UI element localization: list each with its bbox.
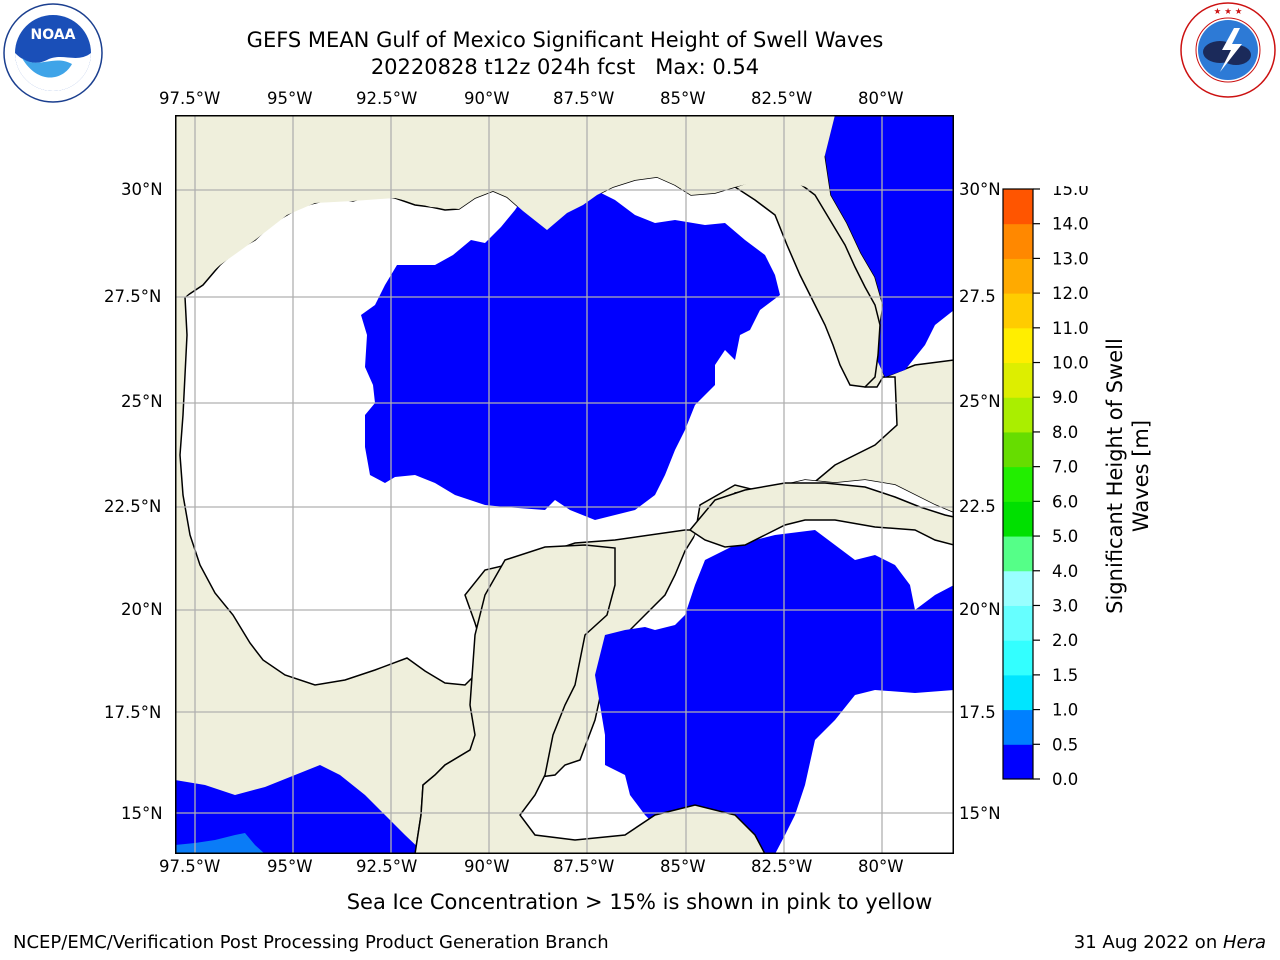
colorbar-tick-label: 8.0 bbox=[1052, 423, 1078, 442]
colorbar-swatch bbox=[1003, 605, 1033, 641]
lon-label: 95°W bbox=[267, 857, 313, 876]
colorbar-tick-label: 15.0 bbox=[1052, 186, 1089, 199]
lon-label: 92.5°W bbox=[356, 857, 418, 876]
noaa-logo-text: NOAA bbox=[31, 27, 76, 43]
lat-label: 15°N bbox=[959, 804, 1001, 823]
lat-label: 22.5 bbox=[959, 497, 996, 516]
chart-subtitle: 20220828 t12z 024h fcst Max: 0.54 bbox=[370, 55, 760, 79]
colorbar-tick-label: 4.0 bbox=[1052, 562, 1078, 581]
lon-label: 90°W bbox=[464, 89, 510, 108]
swell-region-atlantic bbox=[825, 115, 954, 377]
lat-label: 25°N bbox=[959, 392, 1001, 411]
colorbar-swatch bbox=[1003, 640, 1033, 676]
colorbar-swatch bbox=[1003, 293, 1033, 329]
colorbar-swatch bbox=[1003, 223, 1033, 259]
colorbar-swatches bbox=[1003, 189, 1033, 780]
colorbar-tick-label: 10.0 bbox=[1052, 354, 1089, 373]
land-yucatan bbox=[414, 544, 766, 854]
colorbar-tick-label: 1.5 bbox=[1052, 666, 1078, 685]
lon-label: 95°W bbox=[267, 89, 313, 108]
lat-label: 17.5 bbox=[959, 703, 996, 722]
lat-label: 15°N bbox=[121, 804, 163, 823]
lon-label: 85°W bbox=[660, 857, 706, 876]
swell-region-pacific bbox=[175, 765, 425, 854]
colorbar-swatch bbox=[1003, 466, 1033, 502]
colorbar-swatch bbox=[1003, 536, 1033, 572]
lon-label: 80°W bbox=[858, 857, 904, 876]
land-cuba bbox=[688, 482, 954, 548]
swell-region-pacific-mid bbox=[175, 833, 265, 854]
colorbar-tick-label: 6.0 bbox=[1052, 492, 1078, 511]
colorbar-tick-label: 1.0 bbox=[1052, 701, 1078, 720]
graticule bbox=[175, 115, 954, 854]
lat-label: 27.5°N bbox=[104, 287, 162, 306]
lon-label: 82.5°W bbox=[751, 857, 813, 876]
lat-label: 25°N bbox=[121, 392, 163, 411]
colorbar-swatch bbox=[1003, 709, 1033, 745]
lon-label: 82.5°W bbox=[751, 89, 813, 108]
colorbar-tick-label: 13.0 bbox=[1052, 249, 1089, 268]
colorbar-swatch bbox=[1003, 327, 1033, 364]
lon-label: 97.5°W bbox=[159, 857, 221, 876]
colorbar-tick-label: 7.0 bbox=[1052, 458, 1078, 477]
colorbar-swatch bbox=[1003, 189, 1033, 225]
land-texas-la bbox=[175, 115, 835, 305]
colorbar-swatch bbox=[1003, 674, 1033, 711]
colorbar-tick-label: 0.5 bbox=[1052, 735, 1078, 754]
colorbar-swatch bbox=[1003, 431, 1033, 468]
lat-label: 30°N bbox=[121, 180, 163, 199]
lon-label: 90°W bbox=[464, 857, 510, 876]
colorbar-swatch bbox=[1003, 397, 1033, 433]
land-florida bbox=[733, 174, 881, 388]
colorbar-label: Significant Height of Swell Waves [m] bbox=[1103, 338, 1153, 614]
footer-credit: NCEP/EMC/Verification Post Processing Pr… bbox=[13, 932, 609, 953]
colorbar-swatch bbox=[1003, 501, 1033, 537]
colorbar-tick-label: 3.0 bbox=[1052, 596, 1078, 615]
footer-machine: Hera bbox=[1222, 932, 1266, 953]
lon-label: 87.5°W bbox=[553, 89, 615, 108]
colorbar-tick-label: 5.0 bbox=[1052, 527, 1078, 546]
colorbar-ticks: 0.0 0.5 1.0 1.5 2.0 3.0 4.0 5.0 6.0 7.0 8.0 9.0 10.0… bbox=[1033, 186, 1089, 786]
colorbar-swatch bbox=[1003, 570, 1033, 606]
lat-label: 20°N bbox=[121, 600, 163, 619]
noaa-logo: NOAA bbox=[3, 3, 103, 103]
footer-date: 31 Aug 2022 on Hera bbox=[1074, 932, 1266, 953]
colorbar-tick-label: 9.0 bbox=[1052, 388, 1078, 407]
colorbar-tick-label: 0.0 bbox=[1052, 770, 1078, 786]
colorbar-swatch bbox=[1003, 744, 1033, 780]
colorbar-tick-label: 2.0 bbox=[1052, 631, 1078, 650]
lat-label: 30°N bbox=[959, 180, 1001, 199]
lat-label: 22.5°N bbox=[104, 497, 162, 516]
colorbar-swatch bbox=[1003, 362, 1033, 398]
chart-title: GEFS MEAN Gulf of Mexico Significant Hei… bbox=[246, 28, 884, 52]
lon-label: 85°W bbox=[660, 89, 706, 108]
svg-text:★ ★ ★: ★ ★ ★ bbox=[1214, 7, 1243, 17]
swell-region-gulf bbox=[361, 180, 780, 520]
lon-label: 92.5°W bbox=[356, 89, 418, 108]
lon-label: 97.5°W bbox=[159, 89, 221, 108]
lon-label: 80°W bbox=[858, 89, 904, 108]
colorbar-swatch bbox=[1003, 258, 1033, 294]
sea-ice-note: Sea Ice Concentration > 15% is shown in … bbox=[346, 890, 933, 914]
colorbar-tick-label: 11.0 bbox=[1052, 319, 1089, 338]
colorbar-tick-label: 14.0 bbox=[1052, 215, 1089, 234]
lat-label: 20°N bbox=[959, 600, 1001, 619]
lat-label: 17.5°N bbox=[104, 703, 162, 722]
colorbar-tick-label: 12.0 bbox=[1052, 284, 1089, 303]
lon-label: 87.5°W bbox=[553, 857, 615, 876]
nws-logo: ★ ★ ★ bbox=[1180, 2, 1276, 98]
lat-label: 27.5 bbox=[959, 287, 996, 306]
swell-region-caribbean bbox=[595, 530, 954, 854]
footer-date-text: 31 Aug 2022 on bbox=[1073, 932, 1223, 953]
gulf-map bbox=[175, 115, 954, 854]
colorbar: 0.0 0.5 1.0 1.5 2.0 3.0 4.0 5.0 6.0 7.0 8.0 9.0 10.0… bbox=[1002, 186, 1089, 786]
